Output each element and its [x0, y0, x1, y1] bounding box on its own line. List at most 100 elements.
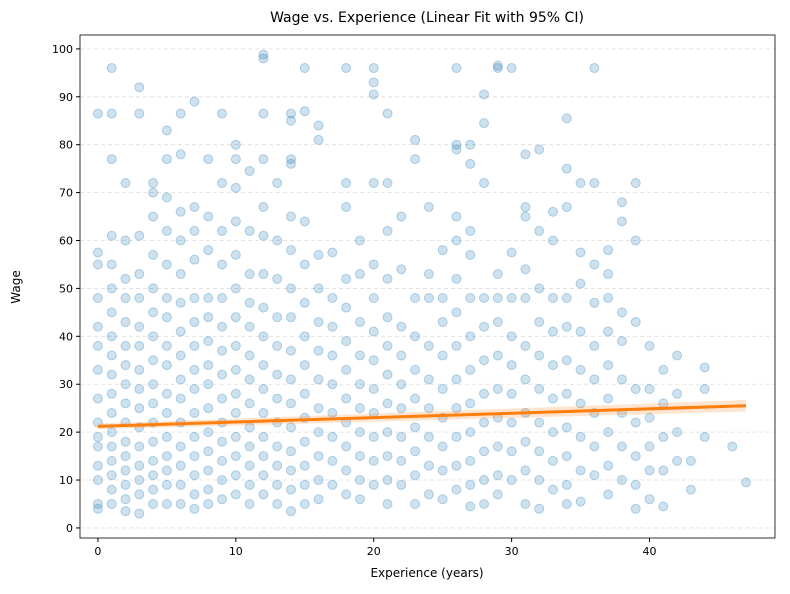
data-point	[120, 465, 131, 476]
data-point	[203, 379, 214, 390]
data-point	[106, 350, 117, 361]
data-point	[203, 427, 214, 438]
data-point	[520, 436, 531, 447]
data-point	[189, 364, 200, 375]
data-point	[327, 321, 338, 332]
data-point	[203, 360, 214, 371]
data-point	[575, 364, 586, 375]
data-point	[299, 479, 310, 490]
data-point	[327, 247, 338, 258]
data-point	[368, 89, 379, 100]
data-point	[672, 388, 683, 399]
data-point	[175, 326, 186, 337]
data-point	[285, 108, 296, 119]
data-point	[148, 178, 159, 189]
data-point	[479, 388, 490, 399]
data-point	[575, 247, 586, 258]
data-point	[230, 407, 241, 418]
grid-lines	[80, 48, 775, 529]
data-point	[451, 374, 462, 385]
fit-line	[97, 404, 747, 428]
data-point	[148, 249, 159, 260]
data-point	[341, 489, 352, 500]
data-point	[561, 422, 572, 433]
data-point	[630, 235, 641, 246]
data-point	[217, 321, 228, 332]
data-point	[465, 158, 476, 169]
data-point	[230, 388, 241, 399]
data-point	[285, 211, 296, 222]
data-point	[520, 149, 531, 160]
y-tick-label: 70	[59, 187, 73, 200]
data-point	[465, 398, 476, 409]
data-point	[92, 475, 103, 486]
data-point	[644, 441, 655, 452]
data-point	[685, 455, 696, 466]
data-point	[285, 115, 296, 126]
data-point	[451, 403, 462, 414]
data-point	[92, 292, 103, 303]
data-point	[465, 292, 476, 303]
data-point	[299, 331, 310, 342]
chart-title: Wage vs. Experience (Linear Fit with 95%…	[270, 10, 584, 26]
data-point	[492, 269, 503, 280]
data-point	[616, 374, 627, 385]
data-point	[534, 225, 545, 236]
data-point	[258, 49, 269, 60]
data-point	[589, 374, 600, 385]
data-point	[492, 316, 503, 327]
data-point	[244, 225, 255, 236]
data-point	[547, 455, 558, 466]
data-point	[437, 441, 448, 452]
data-point	[630, 479, 641, 490]
data-point	[547, 484, 558, 495]
data-point	[203, 292, 214, 303]
data-point	[354, 475, 365, 486]
data-point	[561, 321, 572, 332]
data-point	[161, 154, 172, 165]
data-point	[492, 350, 503, 361]
data-point	[396, 211, 407, 222]
data-point	[258, 201, 269, 212]
data-point	[92, 441, 103, 452]
data-point	[630, 384, 641, 395]
data-point	[644, 465, 655, 476]
data-point	[616, 336, 627, 347]
data-point	[492, 384, 503, 395]
data-point	[644, 412, 655, 423]
data-point	[699, 362, 710, 373]
data-point	[423, 292, 434, 303]
data-point	[134, 475, 145, 486]
data-point	[92, 431, 103, 442]
data-point	[258, 331, 269, 342]
data-point	[285, 484, 296, 495]
data-point	[258, 108, 269, 119]
data-point	[272, 479, 283, 490]
data-point	[603, 393, 614, 404]
data-point	[134, 269, 145, 280]
data-point	[148, 355, 159, 366]
data-point	[644, 340, 655, 351]
data-point	[616, 441, 627, 452]
data-point	[492, 60, 503, 71]
data-point	[479, 355, 490, 366]
data-point	[313, 249, 324, 260]
data-point	[451, 235, 462, 246]
data-point	[451, 484, 462, 495]
data-point	[258, 470, 269, 481]
data-point	[437, 465, 448, 476]
data-point	[217, 108, 228, 119]
data-point	[189, 96, 200, 107]
data-point	[479, 118, 490, 129]
data-point	[161, 225, 172, 236]
data-point	[658, 501, 669, 512]
data-point	[175, 479, 186, 490]
fit-line-group	[97, 400, 747, 430]
data-point	[410, 134, 421, 145]
data-point	[299, 63, 310, 74]
data-point	[341, 364, 352, 375]
data-point	[327, 350, 338, 361]
data-point	[534, 283, 545, 294]
data-point	[341, 441, 352, 452]
data-point	[423, 403, 434, 414]
